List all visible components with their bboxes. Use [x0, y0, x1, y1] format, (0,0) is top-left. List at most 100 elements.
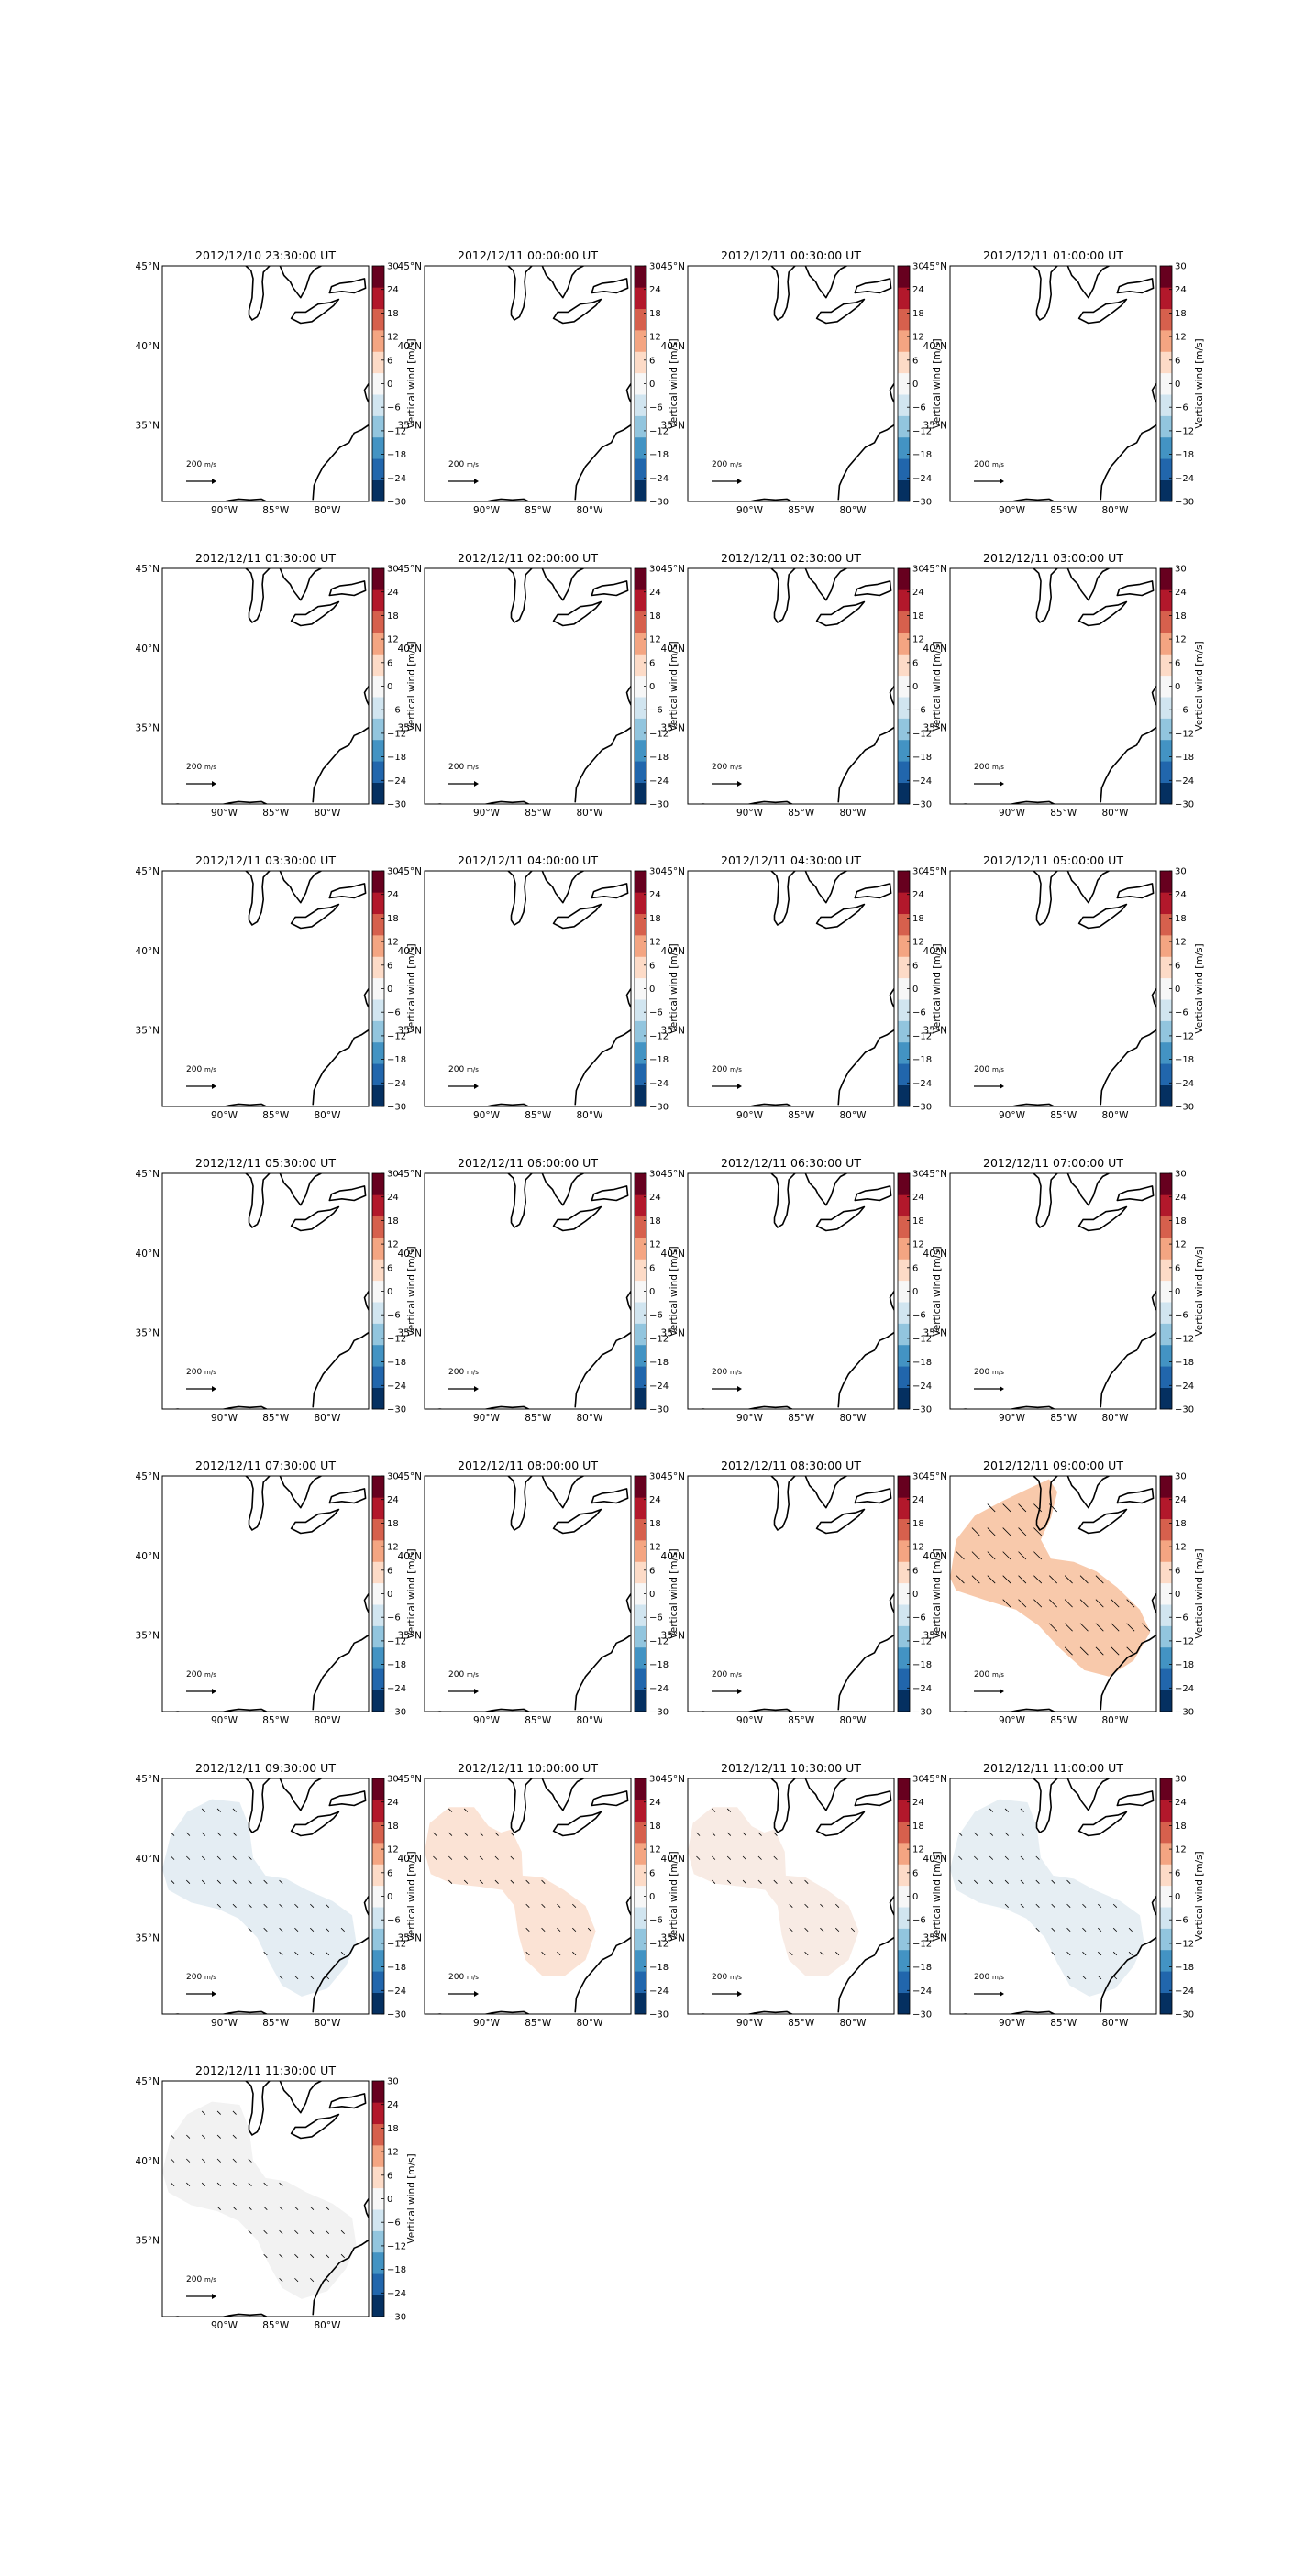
colorbar-tick-label: 12 — [387, 1845, 399, 1855]
wind-vector — [340, 1951, 345, 1956]
colorbar-segment — [372, 739, 384, 762]
lake-huron — [804, 1173, 847, 1206]
colorbar-tick-label: 6 — [912, 356, 918, 366]
colorbar-segment — [372, 1259, 384, 1282]
lake-huron — [804, 1778, 847, 1811]
lon-tick-label: 90°W — [736, 2018, 764, 2029]
quiver-key-unit: m/s — [467, 1066, 479, 1073]
lake-michigan — [507, 1173, 533, 1228]
colorbar-tick-label: 12 — [912, 1543, 924, 1553]
colorbar-segment — [372, 654, 384, 677]
lon-tick-label: 85°W — [262, 2018, 290, 2029]
colorbar-segment — [1160, 1302, 1172, 1324]
colorbar-segment — [372, 1476, 384, 1498]
wind-vector — [956, 1551, 965, 1560]
lake-ontario — [328, 2093, 367, 2109]
wind-vector — [186, 1855, 191, 1860]
wind-vector — [1128, 1927, 1133, 1932]
east-coastline — [1100, 686, 1156, 803]
wind-vector — [216, 2134, 221, 2139]
colorbar-tick-label: −24 — [649, 474, 669, 484]
wind-vector — [1020, 1855, 1024, 1860]
quiver-key-label: 200 m/s — [974, 460, 1004, 469]
panel-title: 2012/12/11 07:30:00 UT — [195, 1459, 336, 1472]
wind-vector — [726, 1808, 732, 1812]
colorbar-tick-label: −30 — [1175, 1405, 1194, 1415]
lat-tick-label: 45°N — [661, 564, 685, 575]
quiver-key-label: 200 m/s — [974, 1973, 1004, 1982]
colorbar-segment — [372, 1173, 384, 1195]
quiver-key-arrowhead — [1000, 479, 1004, 484]
colorbar-segment — [1160, 1907, 1172, 1929]
map-panel: 2012/12/11 05:30:00 UT 45°N 40°N 35°N 90°W 85… — [136, 1156, 417, 1424]
map-panel: 2012/12/11 10:00:00 UT 45°N 40°N 35°N 90°W 85… — [398, 1761, 680, 2029]
wind-vector — [232, 2206, 237, 2211]
panel-title: 2012/12/11 11:00:00 UT — [983, 1761, 1123, 1775]
wind-vector — [742, 1832, 746, 1836]
map-frame — [687, 1475, 895, 1712]
panel-title: 2012/12/11 10:00:00 UT — [458, 1761, 598, 1775]
colorbar-tick-label: −30 — [387, 800, 406, 810]
colorbar-segment — [372, 2187, 384, 2210]
colorbar-segment — [898, 1302, 910, 1324]
colorbar-segment — [635, 1971, 646, 1993]
wind-vector — [789, 1927, 793, 1932]
lake-huron — [541, 1778, 584, 1811]
quiver-key-unit: m/s — [730, 1066, 742, 1073]
map-frame — [949, 1172, 1157, 1410]
lon-tick-label: 80°W — [1102, 1715, 1130, 1726]
wind-vector — [479, 1855, 483, 1860]
wind-vector — [325, 2229, 330, 2235]
colorbar-segment — [898, 1928, 910, 1951]
lake-ontario — [328, 1488, 367, 1504]
map-content — [432, 266, 631, 501]
lat-tick-label: 45°N — [923, 866, 947, 877]
colorbar-segment — [372, 1020, 384, 1043]
colorbar-tick-label: −24 — [649, 776, 669, 787]
map-content — [950, 1778, 1156, 2014]
quiver-key-arrowhead — [1000, 1991, 1004, 1997]
lat-tick-label: 45°N — [136, 1774, 160, 1785]
map-frame — [424, 1475, 632, 1712]
colorbar-segment — [372, 999, 384, 1021]
wind-vector — [541, 1951, 546, 1956]
lake-ontario — [854, 278, 892, 294]
map-panel: 2012/12/11 00:30:00 UT 45°N 40°N 35°N 90°W 85… — [661, 248, 943, 516]
lake-michigan — [770, 1476, 796, 1531]
colorbar-segment — [1160, 372, 1172, 395]
colorbar-tick-label: 24 — [1175, 1798, 1187, 1808]
wind-vector — [696, 1832, 701, 1836]
colorbar-tick-label: 0 — [912, 682, 918, 692]
colorbar-segment — [635, 1668, 646, 1690]
panel-title: 2012/12/11 11:30:00 UT — [195, 2064, 336, 2077]
quiver-key-unit: m/s — [204, 1671, 216, 1679]
colorbar-tick-label: −6 — [387, 706, 401, 716]
panel-title: 2012/12/11 00:30:00 UT — [721, 248, 861, 262]
colorbar-segment — [898, 1518, 910, 1541]
colorbar-segment — [898, 1864, 910, 1887]
colorbar-segment — [372, 935, 384, 957]
colorbar-tick-label: 30 — [387, 2077, 399, 2087]
colorbar-segment — [372, 479, 384, 502]
colorbar-label: Vertical wind [m/s] — [932, 1548, 943, 1638]
colorbar-tick-label: 24 — [1175, 1495, 1187, 1505]
colorbar-tick-label: 6 — [387, 1868, 392, 1878]
lon-tick-label: 85°W — [262, 1110, 290, 1121]
colorbar-segment — [372, 1063, 384, 1085]
lon-tick-label: 85°W — [1050, 1715, 1078, 1726]
map-content — [950, 1476, 1156, 1712]
wind-vector — [1095, 1575, 1104, 1584]
wind-vector — [1126, 1623, 1135, 1632]
wind-vector — [171, 2134, 175, 2139]
wind-vector — [186, 1879, 191, 1884]
map-frame — [424, 1778, 632, 2015]
colorbar-segment — [635, 977, 646, 1000]
colorbar-tick-label: 12 — [387, 938, 399, 948]
wind-vector — [1049, 1623, 1057, 1632]
colorbar-tick-label: 24 — [649, 1798, 661, 1808]
colorbar-tick-label: 18 — [912, 611, 924, 622]
quiver-key-arrowhead — [212, 1689, 216, 1694]
lon-tick-label: 85°W — [262, 505, 290, 516]
colorbar-tick-label: 0 — [1175, 985, 1180, 995]
colorbar-segment — [1160, 633, 1172, 655]
